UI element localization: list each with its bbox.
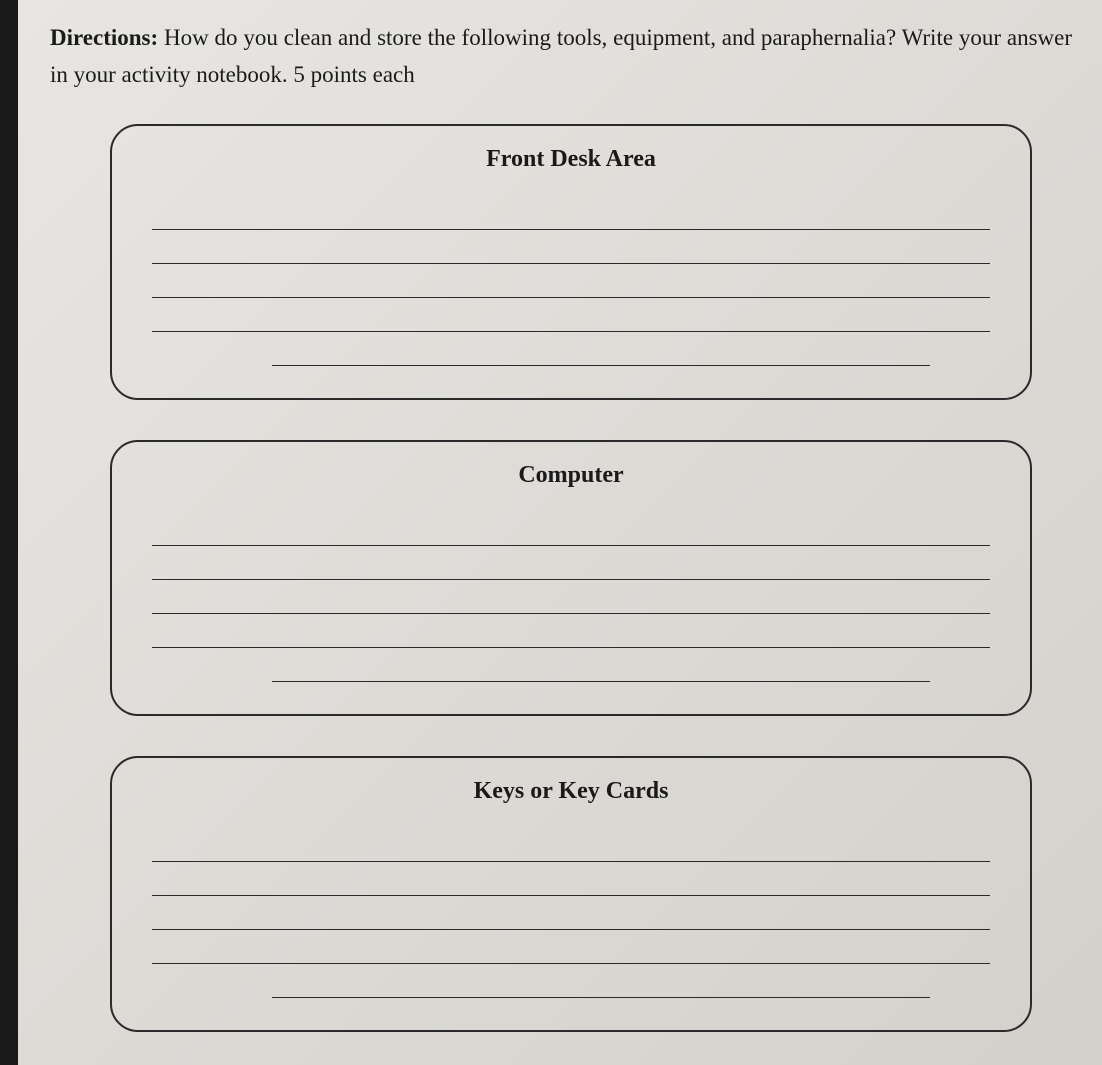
answer-line [152, 198, 990, 230]
answer-line [152, 266, 990, 298]
box-title: Keys or Key Cards [142, 778, 1000, 805]
answer-box-front-desk: Front Desk Area [110, 124, 1032, 400]
lines-container [142, 830, 1000, 998]
lines-container [142, 198, 1000, 366]
answer-line [152, 830, 990, 862]
answer-line [272, 334, 930, 366]
lines-container [142, 514, 1000, 682]
answer-line [152, 548, 990, 580]
answer-line [272, 966, 930, 998]
directions-body: How do you clean and store the following… [50, 25, 1072, 87]
answer-line [152, 582, 990, 614]
directions-text: Directions: How do you clean and store t… [50, 20, 1072, 94]
answer-line [152, 514, 990, 546]
answer-box-keys: Keys or Key Cards [110, 756, 1032, 1032]
answer-line [152, 898, 990, 930]
answer-line [152, 932, 990, 964]
box-title: Front Desk Area [142, 146, 1000, 173]
answer-line [152, 232, 990, 264]
box-title: Computer [142, 462, 1000, 489]
answer-line [152, 616, 990, 648]
directions-label: Directions: [50, 25, 158, 50]
answer-box-computer: Computer [110, 440, 1032, 716]
answer-line [152, 864, 990, 896]
answer-line [272, 650, 930, 682]
answer-line [152, 300, 990, 332]
